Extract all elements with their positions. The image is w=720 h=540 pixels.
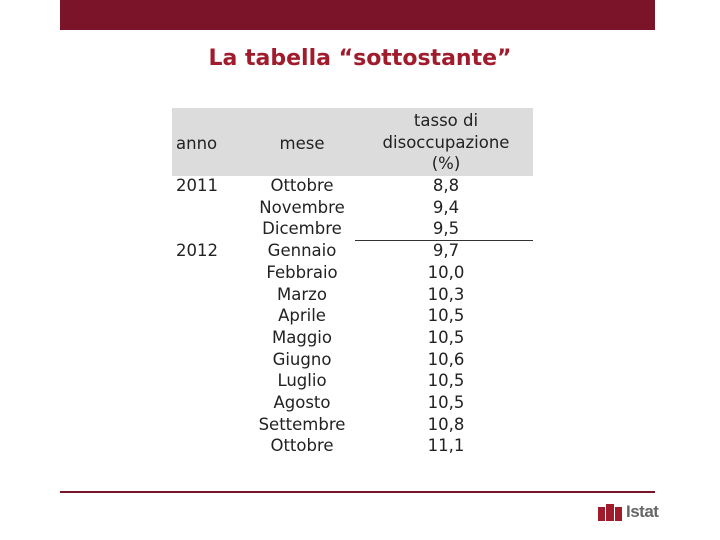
- month-cell: Febbraio: [266, 262, 338, 282]
- month-cell: Aprile: [278, 306, 326, 326]
- year-cell: 2012: [176, 241, 218, 261]
- bottom-line: [60, 491, 655, 493]
- month-cell: Agosto: [273, 393, 331, 412]
- month-cell: Maggio: [272, 327, 332, 347]
- rate-cell: 11,1: [427, 436, 465, 456]
- month-cell: Dicembre: [262, 219, 342, 239]
- month-cell: Gennaio: [267, 241, 337, 261]
- rate-cell: 8,8: [432, 176, 460, 195]
- month-cell: Giugno: [272, 349, 332, 369]
- month-cell: Luglio: [277, 371, 327, 391]
- month-cell: Settembre: [258, 414, 346, 434]
- rate-cell: 9,5: [432, 219, 460, 239]
- rate-cell: 10,5: [427, 371, 465, 391]
- rate-cell: 10,5: [427, 306, 465, 326]
- rate-cell: 10,5: [427, 393, 465, 412]
- rate-cell: 9,4: [432, 197, 460, 217]
- slide-title: La tabella “sottostante”: [208, 46, 512, 71]
- rate-cell: 9,7: [432, 241, 460, 261]
- rate-cell: 10,0: [427, 262, 465, 282]
- header-cell: anno: [176, 134, 218, 153]
- month-cell: Ottobre: [270, 436, 334, 456]
- month-cell: Novembre: [259, 197, 345, 217]
- rate-cell: 10,8: [427, 414, 465, 434]
- year-cell: 2011: [176, 176, 218, 195]
- rate-cell: 10,3: [427, 284, 465, 304]
- table-header-background: [172, 108, 533, 176]
- rate-cell: 10,6: [427, 349, 465, 369]
- top-bar: [60, 0, 655, 30]
- header-cell: mese: [279, 134, 325, 153]
- logo-text: Istat: [626, 502, 659, 521]
- rate-cell: 10,5: [427, 327, 465, 347]
- logo-icon: [598, 504, 622, 521]
- row-separator: [355, 240, 533, 241]
- month-cell: Ottobre: [270, 176, 334, 195]
- header-cell: tasso di disoccupazione (%): [382, 111, 510, 174]
- month-cell: Marzo: [277, 284, 327, 304]
